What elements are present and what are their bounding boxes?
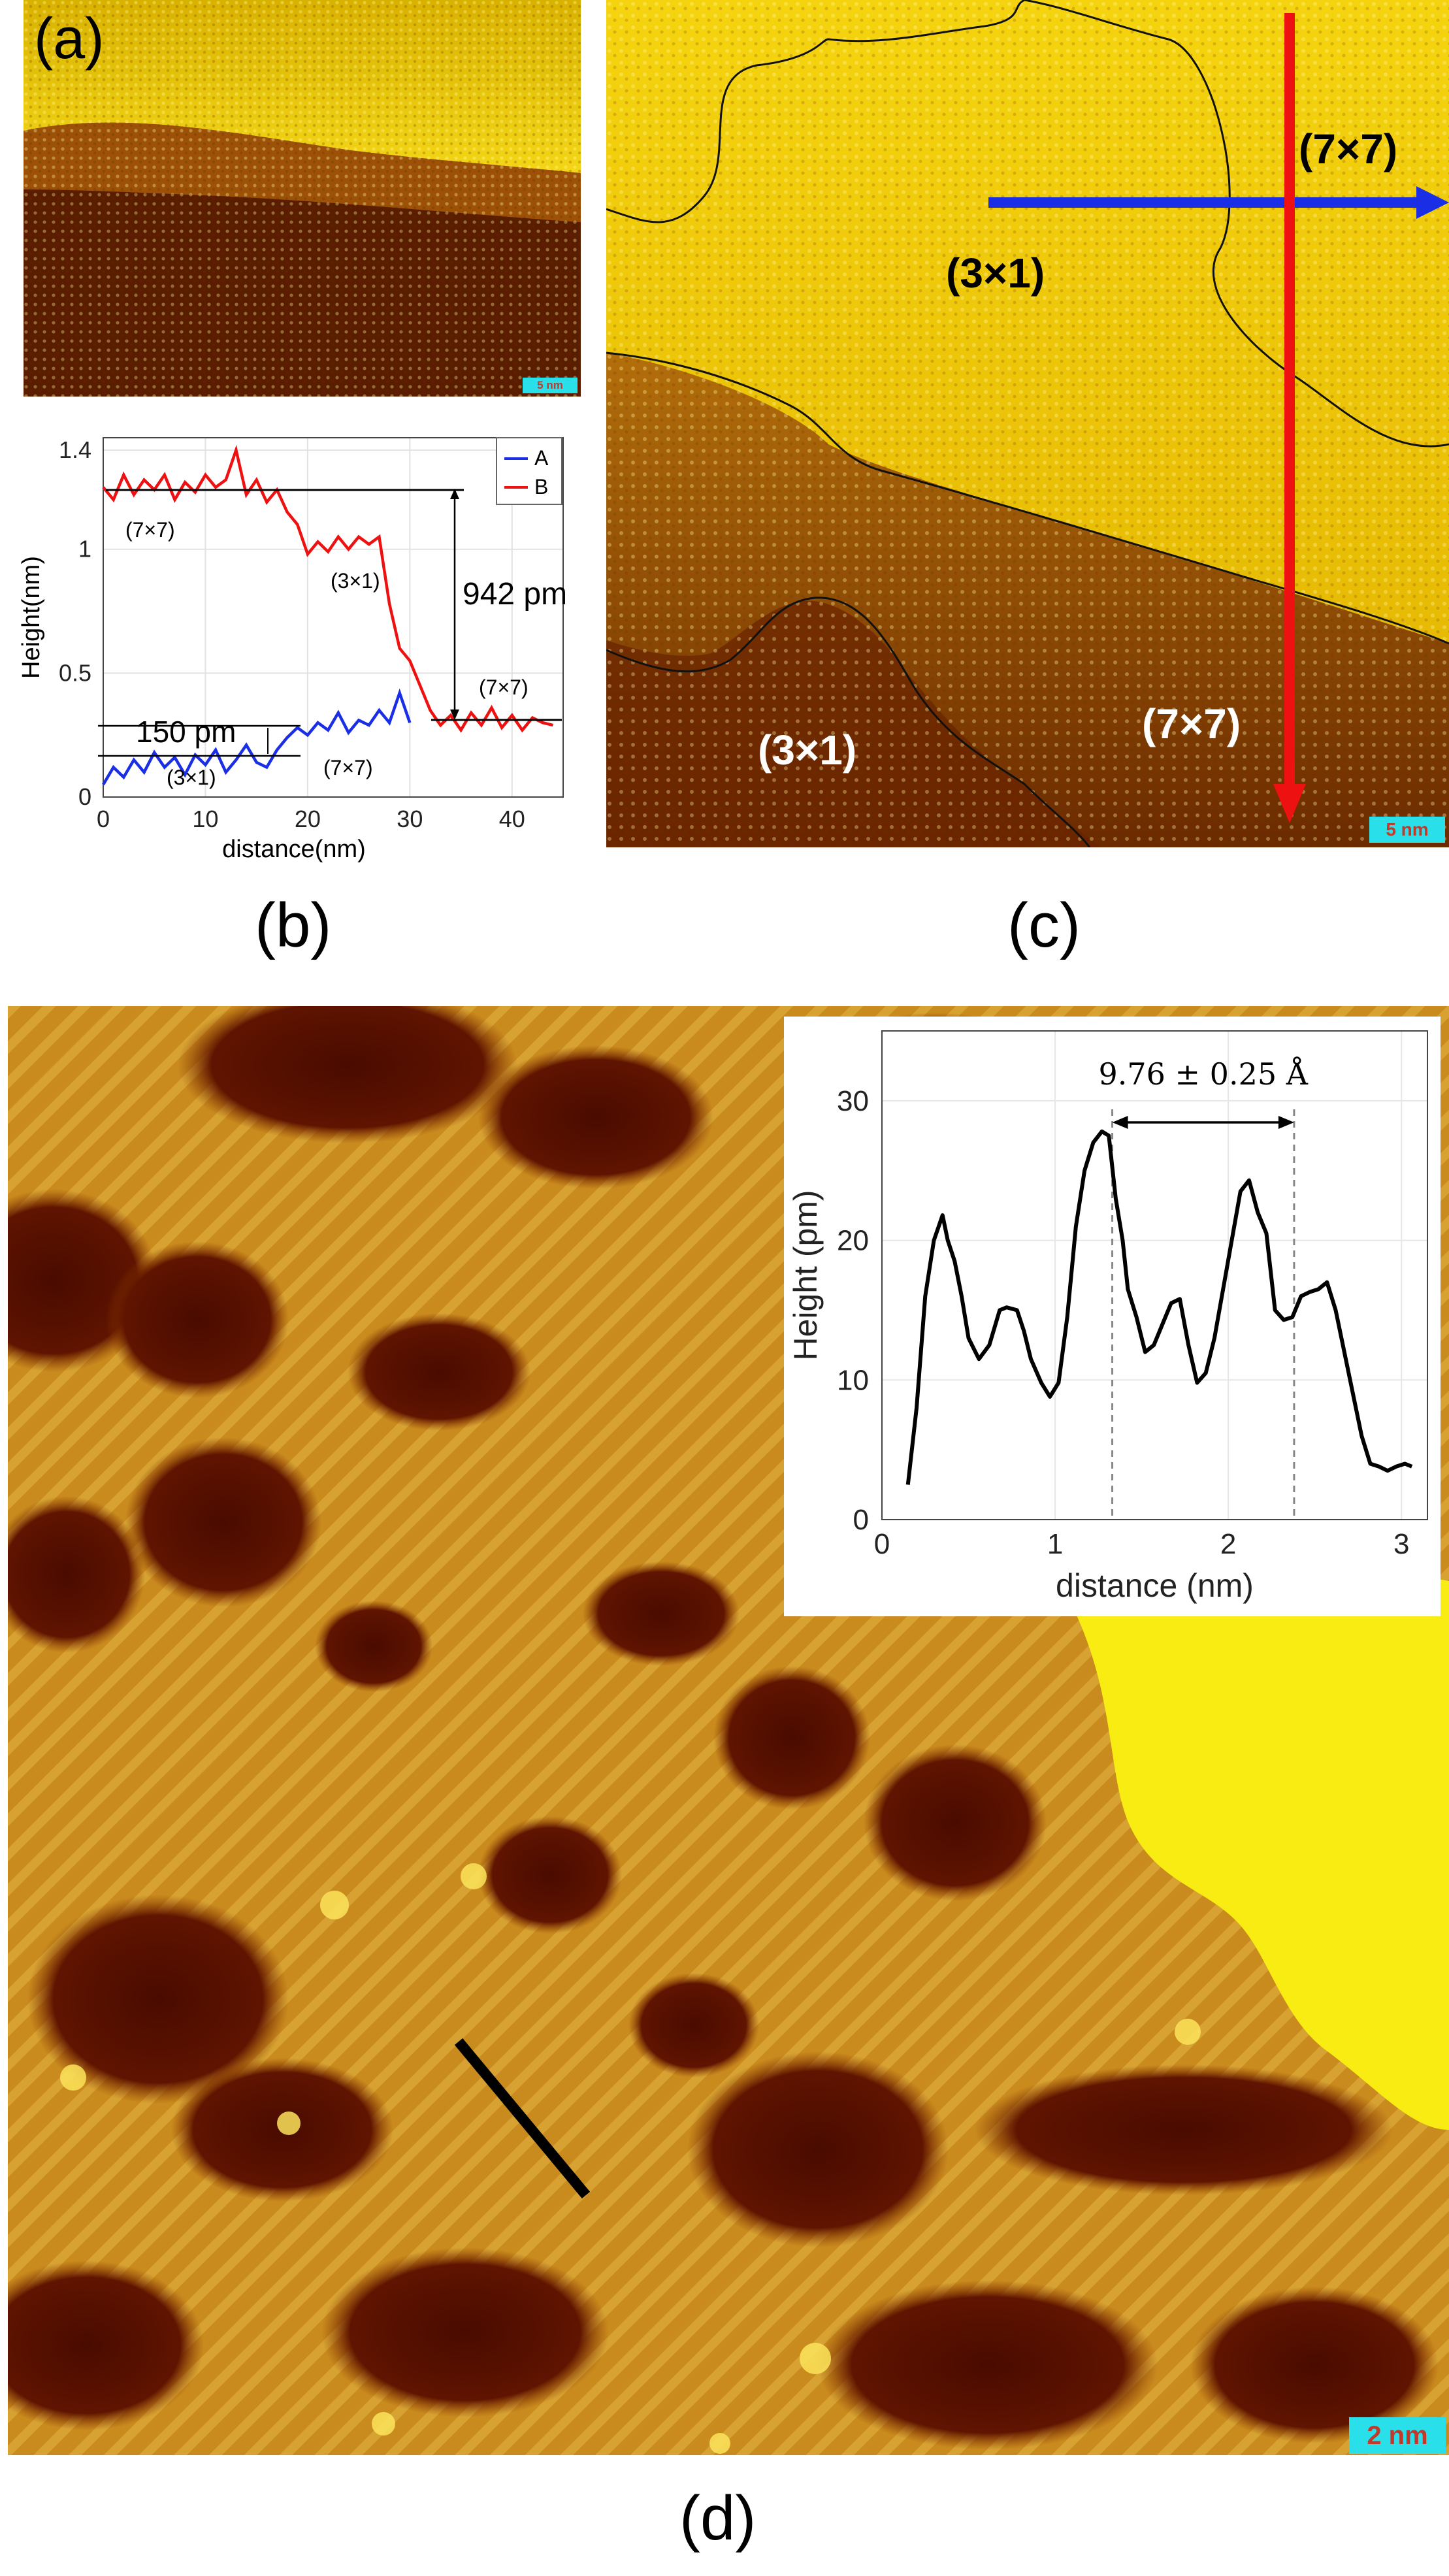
- inset-span-arrow-left-head: [1112, 1116, 1128, 1129]
- panel-b-series: [102, 444, 553, 786]
- panel-b-xtick-label: 30: [397, 806, 423, 832]
- panel-c-domain-boundary-3: [606, 596, 1091, 847]
- panel-d-inset: 0 1 2 3 0 10 20 30 distance (nm) Height (pm) 9.76…: [784, 1017, 1441, 1616]
- panel-b-legend: A B: [496, 437, 562, 505]
- panel-b-xtick-label: 20: [295, 806, 321, 832]
- panel-c-label-3x1-lower: (3×1): [758, 726, 856, 774]
- panel-a-letter: (a): [34, 6, 105, 71]
- legend-label-b: B: [534, 475, 548, 498]
- panel-d-letter: (d): [679, 2483, 757, 2553]
- inset-ytick-label: 20: [837, 1225, 869, 1257]
- panel-c-step-edge: [606, 351, 1449, 645]
- panel-c-image: (7×7) (3×1) (3×1) (7×7): [606, 0, 1449, 847]
- panel-c-label-7x7-top: (7×7): [1299, 125, 1397, 172]
- panel-a-image: [24, 0, 581, 397]
- panel-c-letter: (c): [1007, 890, 1081, 960]
- panel-c-scale-bar: 5 nm: [1369, 817, 1445, 843]
- panel-d-inset-series: [905, 1129, 1413, 1485]
- inset-ytick-label: 30: [837, 1085, 869, 1117]
- panel-d-measurement-line: [454, 2038, 591, 2199]
- panel-b-ytick-label: 0: [78, 783, 91, 810]
- panel-b-axes: 0 10 20 30 40 0 0.5 1 1.4 distance(nm) Height(nm): [18, 436, 564, 863]
- panel-d-inset-annotation-text: 9.76 ± 0.25 Å: [1098, 1056, 1308, 1092]
- panel-b-xtick-label: 10: [192, 806, 218, 832]
- panel-c-domain-boundary-1: [606, 0, 1025, 223]
- panel-c-stm-svg: (7×7) (3×1) (3×1) (7×7): [606, 0, 1449, 847]
- inset-series-line: [905, 1129, 1413, 1485]
- panel-a-scale-bar: 5 nm: [523, 378, 578, 393]
- panel-b-label-3x1-low: (3×1): [167, 766, 216, 789]
- panel-d-bright-spots: [60, 1863, 1201, 2454]
- panel-b-label-7x7-right: (7×7): [479, 676, 529, 699]
- inset-xtick-label: 1: [1047, 1528, 1063, 1560]
- panel-b-chart: 0 10 20 30 40 0 0.5 1 1.4 distance(nm) Height(nm) …: [0, 418, 588, 875]
- panel-b-ylabel: Height(nm): [18, 556, 45, 679]
- panel-d-scale-bar: 2 nm: [1349, 2417, 1446, 2454]
- panel-b-axes-box: [103, 437, 564, 798]
- inset-xtick-label: 2: [1220, 1528, 1236, 1560]
- panel-b-label-3x1-mid: (3×1): [331, 569, 380, 593]
- panel-b-step-arrow-head-up: [450, 489, 459, 499]
- panel-b-ytick-label: 1.4: [59, 436, 91, 463]
- inset-ytick-label: 0: [853, 1504, 869, 1536]
- panel-d-inset-markers: [1111, 1109, 1295, 1520]
- panel-b-series-A: [102, 688, 412, 786]
- panel-c-blue-arrow-head: [1416, 186, 1449, 219]
- panel-d-inset-annotation: 9.76 ± 0.25 Å: [1098, 1056, 1308, 1092]
- panel-d-dark-regions: [8, 1006, 1439, 2450]
- panel-a-stm-svg: [24, 0, 581, 397]
- panel-b-chart-svg: 0 10 20 30 4000.511.4distance(nm)Height(nm) …: [18, 436, 567, 863]
- panel-b-label-7x7-top: (7×7): [125, 518, 175, 542]
- panel-b-xtick-label: 0: [97, 806, 110, 832]
- panel-b-xtick-label: 40: [499, 806, 525, 832]
- panel-c-domain-boundary-2: [1024, 0, 1449, 448]
- inset-ylabel: Height (pm): [787, 1190, 824, 1360]
- panel-b-label-7x7-low: (7×7): [323, 756, 373, 779]
- panel-b-series-B: [102, 444, 553, 733]
- panel-c-red-arrow-head: [1273, 784, 1306, 823]
- panel-c-label-7x7-lower: (7×7): [1142, 700, 1241, 747]
- panel-b-step-arrow-head-down: [450, 709, 459, 720]
- inset-xlabel: distance (nm): [1056, 1567, 1254, 1604]
- panel-c-label-3x1-upper: (3×1): [946, 250, 1045, 297]
- inset-span-arrow-right-head: [1278, 1116, 1294, 1129]
- panel-d-inset-grid: [881, 1031, 1427, 1520]
- legend-label-a: A: [534, 446, 549, 470]
- panel-b-letter: (b): [255, 890, 332, 960]
- inset-ytick-label: 10: [837, 1364, 869, 1396]
- panel-b-ytick-label: 0.5: [59, 659, 91, 686]
- panel-b-xlabel: distance(nm): [222, 836, 366, 863]
- panel-b-step-height-label: 942 pm: [463, 577, 567, 611]
- panel-b-small-step-label: 150 pm: [136, 715, 236, 749]
- inset-xtick-label: 0: [874, 1528, 890, 1560]
- panel-b-ytick-label: 1: [78, 536, 91, 562]
- inset-axes-box: [881, 1030, 1428, 1520]
- inset-xtick-label: 3: [1393, 1528, 1409, 1560]
